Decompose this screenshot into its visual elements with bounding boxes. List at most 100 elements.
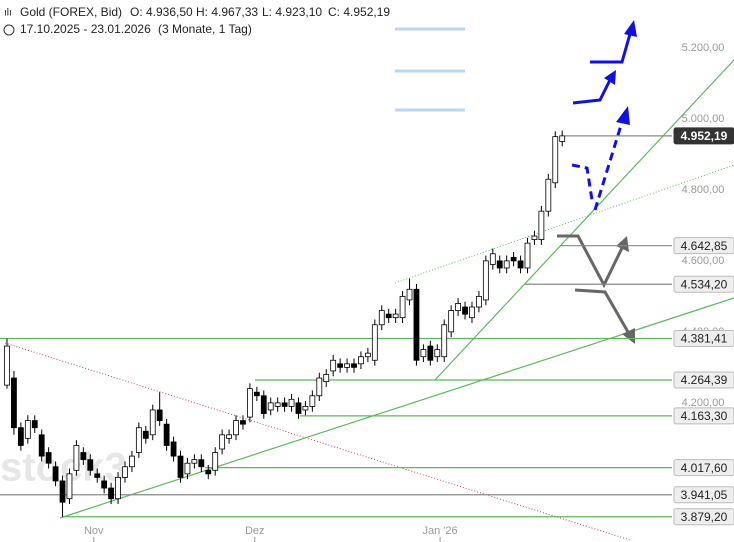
candle-body <box>38 434 45 457</box>
candle-body <box>323 374 330 382</box>
candle-body <box>177 455 184 478</box>
price-box <box>673 127 734 145</box>
candle-body <box>4 345 10 386</box>
candle-body <box>441 324 448 358</box>
candle-body <box>448 310 455 333</box>
price-box <box>673 407 734 425</box>
arrow <box>571 163 594 201</box>
candle-body <box>45 452 52 464</box>
icon: ılı <box>4 8 12 19</box>
candle-body <box>122 466 128 478</box>
candle-body <box>253 391 260 397</box>
header: ılı Gold (FOREX, Bid) O: 4.936,50 H: 4.9… <box>3 5 390 36</box>
price-label: 4.534,20 <box>681 277 728 291</box>
price-label: 3.941,05 <box>681 488 728 502</box>
candle-body <box>281 402 288 407</box>
price-label: 4.017,60 <box>681 461 728 475</box>
candle-body <box>87 459 94 471</box>
arrow <box>593 121 624 211</box>
drawings <box>4 20 734 541</box>
price-box <box>673 275 734 293</box>
candle-body <box>469 306 475 319</box>
candle-body <box>392 313 399 319</box>
candle-body <box>260 395 267 414</box>
candle-body <box>80 452 87 461</box>
price-label: 4.264,39 <box>681 373 728 387</box>
candle-body <box>219 434 226 450</box>
subtitle: 17.10.2025 - 23.01.2026 <box>20 22 151 36</box>
arrowhead <box>616 106 630 125</box>
arrowhead <box>604 70 616 85</box>
candle-body <box>559 135 566 142</box>
candle-body <box>17 427 24 446</box>
candle-body <box>135 427 142 453</box>
candle-body <box>24 420 31 439</box>
arrow <box>572 79 612 105</box>
price-label: 4.642,85 <box>681 239 728 253</box>
arrowhead <box>622 328 635 344</box>
candle-body <box>385 313 392 319</box>
candle-body <box>337 363 344 368</box>
arrow <box>574 288 630 333</box>
price-box <box>673 486 734 504</box>
candle-body <box>212 452 219 471</box>
candle-body <box>108 487 114 500</box>
trend-line <box>4 342 631 541</box>
candle-body <box>455 303 462 311</box>
x-tick-label: Jan '26 <box>422 525 457 537</box>
ohlc: H: 4.967,33 <box>196 5 258 19</box>
ohlc: O: 4.936,50 <box>130 5 193 19</box>
candle-body <box>274 402 281 407</box>
y-tick-label: 4.800,00 <box>682 184 725 196</box>
candle-body <box>52 466 59 482</box>
candle-body <box>11 377 17 429</box>
candle-body <box>184 462 191 475</box>
candle-body <box>482 260 489 301</box>
candle-body <box>163 423 170 446</box>
arrowhead <box>616 236 629 252</box>
candle-body <box>101 480 108 489</box>
candle-body <box>503 260 510 269</box>
candle-body <box>288 398 295 407</box>
candle-body <box>496 260 503 269</box>
candle-body <box>295 402 302 414</box>
candle-body <box>205 469 212 475</box>
candle-body <box>344 363 350 368</box>
candle-body <box>462 306 468 315</box>
candle-body <box>531 235 538 240</box>
price-box <box>673 329 734 347</box>
price-label: 4.952,19 <box>681 129 728 143</box>
candle-body <box>316 377 323 397</box>
candle-body <box>538 210 545 240</box>
candle-body <box>434 349 441 358</box>
candle-body <box>66 473 73 500</box>
y-tick-label: 4.200,00 <box>682 397 725 409</box>
candle-body <box>170 441 177 457</box>
candle-body <box>246 388 253 418</box>
candle-body <box>378 310 385 326</box>
candle-body <box>427 345 434 361</box>
candle-body <box>476 295 482 308</box>
candle-body <box>517 260 524 269</box>
candle-body <box>142 430 149 439</box>
y-tick-label: 4.600,00 <box>682 255 725 267</box>
arrowhead <box>624 20 637 37</box>
candle-body <box>371 324 378 361</box>
y-tick-label: 5.000,00 <box>682 113 725 125</box>
price-label: 3.879,20 <box>681 510 728 524</box>
candle-body <box>94 473 101 478</box>
x-tick-label: Nov <box>84 525 104 537</box>
candle-body <box>233 420 239 436</box>
trend-line <box>59 297 734 519</box>
candle-body <box>309 395 316 407</box>
y-tick-label: 5.200,00 <box>682 42 725 54</box>
candle-body <box>510 256 517 262</box>
candle-body <box>226 434 232 439</box>
candle-body <box>115 477 121 500</box>
price-box <box>673 371 734 389</box>
chart-title: Gold (FOREX, Bid) <box>20 5 122 19</box>
candle-body <box>240 420 246 425</box>
price-label: 4.163,30 <box>681 409 728 423</box>
candle-body <box>413 288 420 361</box>
